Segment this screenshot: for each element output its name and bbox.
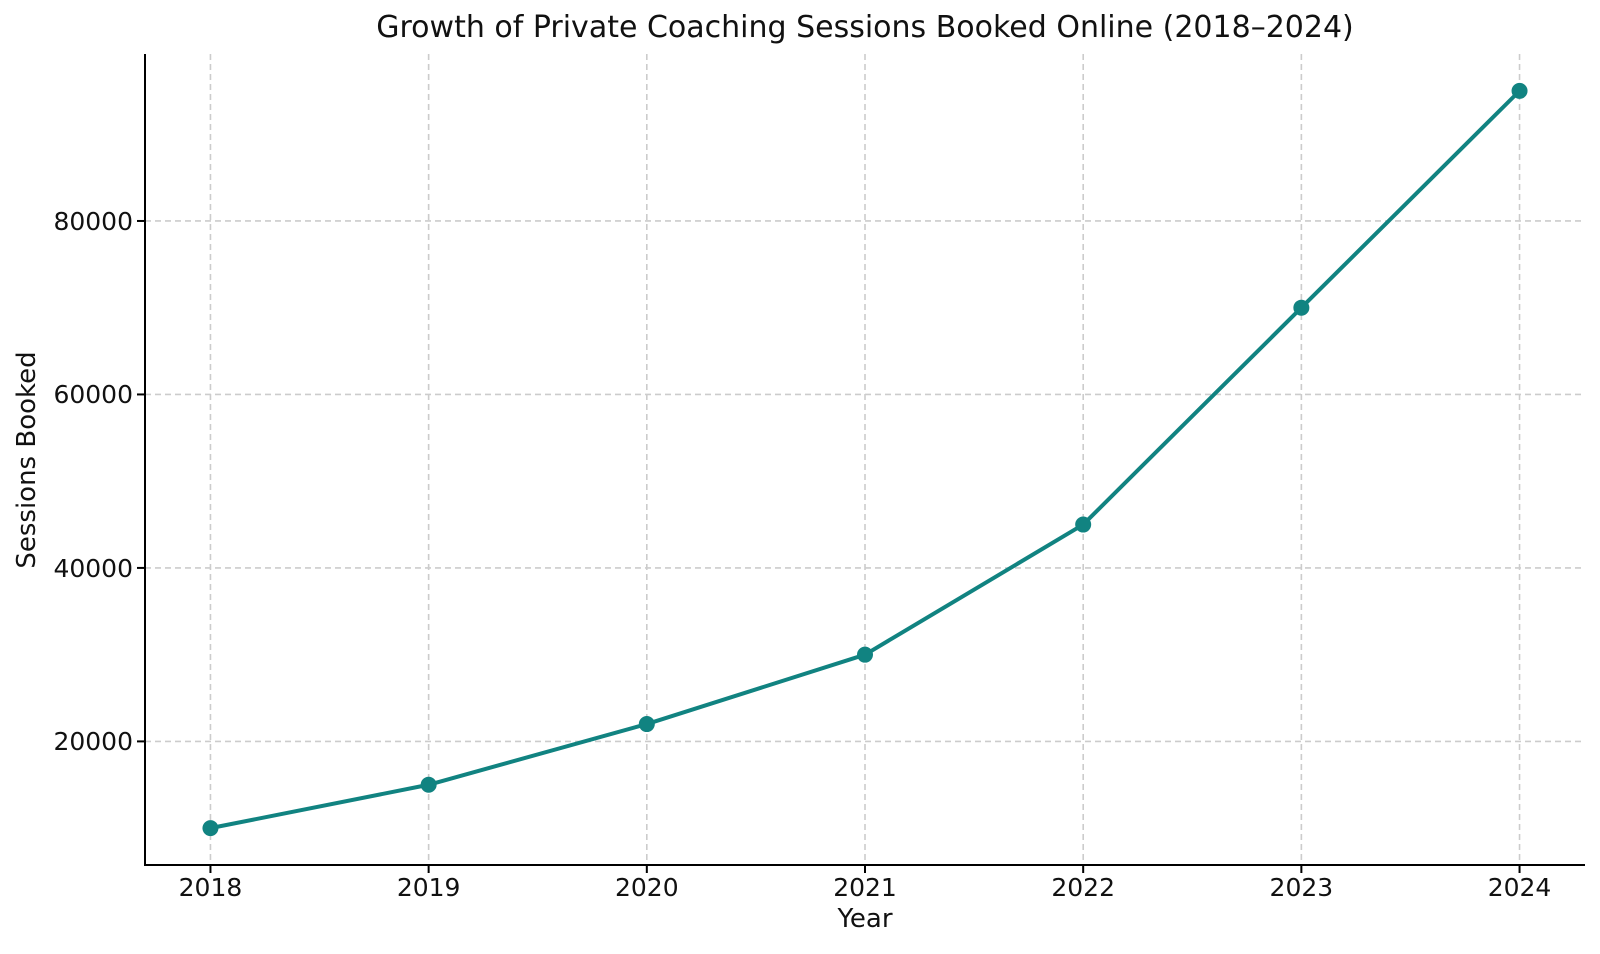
chart-title: Growth of Private Coaching Sessions Book…	[376, 10, 1354, 45]
axis-layer	[137, 54, 1585, 873]
x-tick-label: 2018	[178, 873, 243, 902]
x-tick-label: 2024	[1487, 873, 1552, 902]
y-tick-label: 20000	[53, 727, 133, 757]
y-axis-title: Sessions Booked	[12, 351, 42, 569]
x-tick-label: 2022	[1051, 873, 1115, 902]
data-point-marker	[1511, 82, 1528, 99]
data-point-marker	[202, 820, 219, 837]
x-tick-label: 2023	[1269, 873, 1334, 902]
x-tick-label: 2021	[833, 873, 897, 902]
data-point-marker	[1075, 516, 1092, 533]
x-tick-label: 2019	[396, 873, 461, 902]
data-point-marker	[1293, 299, 1310, 316]
series-layer	[202, 82, 1528, 837]
data-point-marker	[638, 716, 655, 733]
x-axis-title: Year	[837, 904, 893, 934]
y-tick-label: 60000	[53, 380, 133, 410]
y-tick-label: 40000	[53, 553, 133, 583]
x-tick-label: 2020	[615, 873, 679, 902]
data-point-marker	[420, 776, 437, 793]
grid-layer	[145, 54, 1585, 865]
data-point-marker	[857, 646, 873, 663]
y-tick-label: 80000	[53, 206, 133, 236]
